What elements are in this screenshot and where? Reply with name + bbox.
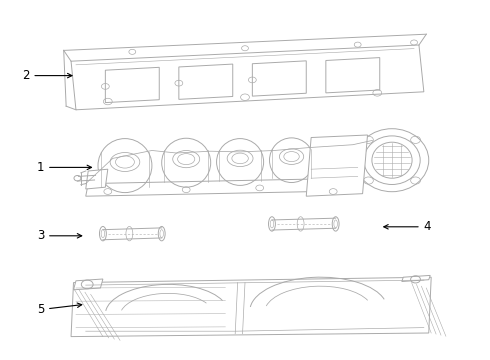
- Polygon shape: [252, 61, 306, 96]
- Polygon shape: [326, 58, 380, 93]
- Polygon shape: [179, 64, 233, 99]
- Text: 2: 2: [22, 69, 72, 82]
- Polygon shape: [71, 45, 424, 110]
- Polygon shape: [105, 67, 159, 103]
- Polygon shape: [306, 135, 368, 196]
- Polygon shape: [74, 279, 103, 290]
- Text: 5: 5: [37, 303, 82, 316]
- Polygon shape: [71, 277, 431, 337]
- Text: 3: 3: [37, 229, 82, 242]
- Polygon shape: [86, 178, 355, 196]
- Polygon shape: [86, 169, 108, 189]
- Text: 1: 1: [37, 161, 92, 174]
- Text: 4: 4: [384, 220, 431, 233]
- Polygon shape: [402, 275, 430, 282]
